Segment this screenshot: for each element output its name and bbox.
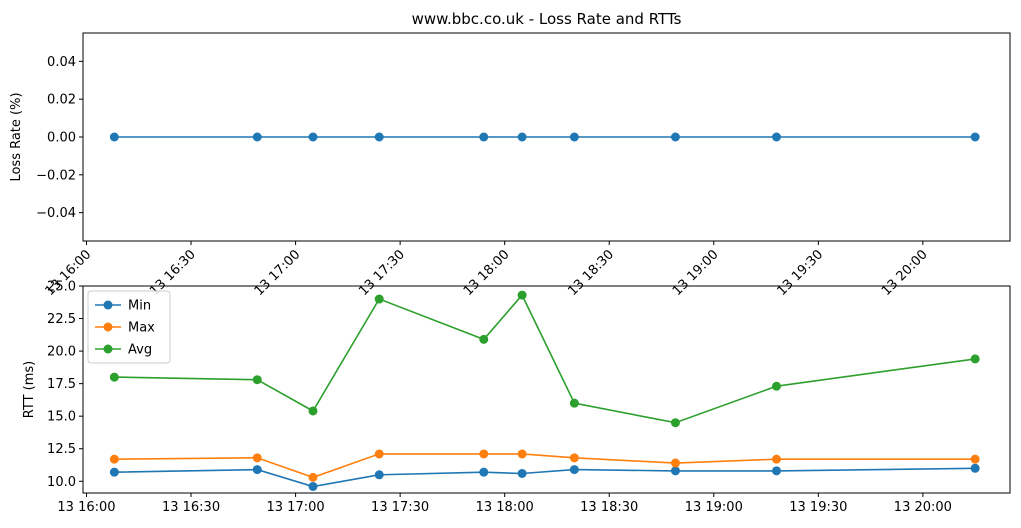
y-axis-label: Loss Rate (%): [9, 92, 24, 181]
data-point: [109, 467, 119, 477]
legend-marker: [103, 344, 113, 354]
data-point: [970, 132, 980, 142]
data-point: [479, 334, 489, 344]
y-axis-label: RTT (ms): [22, 361, 37, 418]
legend-entry-avg: Avg: [95, 343, 152, 358]
data-point: [569, 453, 579, 463]
data-point: [252, 453, 262, 463]
data-point: [970, 354, 980, 364]
data-point: [308, 132, 318, 142]
subplot-loss-rate: www.bbc.co.uk - Loss Rate and RTTs Loss R…: [9, 10, 1011, 299]
data-point: [670, 466, 680, 476]
x-tick-label: 13 17:00: [252, 247, 304, 299]
data-point: [670, 132, 680, 142]
data-point: [772, 381, 782, 391]
data-point: [109, 132, 119, 142]
y-tick-label: 0.00: [47, 131, 76, 146]
data-point: [569, 465, 579, 475]
x-tick-label: 13 18:00: [461, 247, 513, 299]
y-tick-label: −0.04: [36, 206, 76, 221]
y-tick-label: 0.02: [47, 93, 76, 108]
y-tick-label: −0.02: [36, 168, 76, 183]
legend-marker: [103, 300, 113, 310]
data-point: [569, 398, 579, 408]
x-tick-label: 13 19:00: [670, 247, 722, 299]
series-line-min: [114, 467, 976, 488]
data-point: [670, 418, 680, 428]
legend-entry-min: Min: [95, 299, 151, 314]
data-point: [479, 467, 489, 477]
data-point: [517, 468, 527, 478]
x-tick-label: 13 17:30: [371, 500, 429, 515]
x-tick-label: 13 19:30: [774, 247, 826, 299]
series-max: [109, 449, 980, 482]
data-point: [308, 481, 318, 491]
y-tick-label: 25.0: [47, 280, 76, 295]
data-point: [517, 449, 527, 459]
data-point: [970, 454, 980, 464]
x-tick-label: 13 18:30: [580, 500, 638, 515]
subplot-rtt: RTT (ms) 25.0 22.5 20.0 17.5 15.0 12.5 10.0 13 1…: [22, 280, 1011, 515]
series-loss-rate: [109, 132, 980, 142]
data-point: [772, 132, 782, 142]
data-point: [970, 463, 980, 473]
data-point: [374, 294, 384, 304]
data-point: [308, 406, 318, 416]
data-point: [252, 465, 262, 475]
data-point: [374, 132, 384, 142]
series-line-max: [114, 453, 976, 479]
data-point: [479, 132, 489, 142]
x-tick-label: 13 18:00: [476, 500, 534, 515]
data-point: [252, 132, 262, 142]
data-point: [374, 470, 384, 480]
x-tick-label: 13 19:30: [789, 500, 847, 515]
data-point: [252, 375, 262, 385]
legend-entry-max: Max: [95, 321, 155, 336]
data-point: [374, 449, 384, 459]
y-tick-label: 10.0: [47, 475, 76, 490]
chart-title: www.bbc.co.uk - Loss Rate and RTTs: [412, 10, 682, 28]
x-tick-label: 13 17:00: [267, 500, 325, 515]
series-line-avg: [114, 293, 976, 424]
x-tick-label: 13 20:00: [894, 500, 952, 515]
y-tick-label: 17.5: [47, 377, 76, 392]
legend: Min Max Avg: [87, 290, 171, 364]
axes-frame: [82, 285, 1011, 494]
legend-label: Max: [128, 321, 155, 336]
data-point: [517, 290, 527, 300]
y-tick-label: 22.5: [47, 312, 76, 327]
legend-marker: [103, 322, 113, 332]
y-tick-label: 15.0: [47, 410, 76, 425]
y-tick-label: 12.5: [47, 442, 76, 457]
data-point: [308, 472, 318, 482]
data-point: [670, 458, 680, 468]
x-tick-label: 13 17:30: [356, 247, 408, 299]
data-point: [772, 466, 782, 476]
data-point: [109, 372, 119, 382]
data-point: [109, 454, 119, 464]
x-tick-label: 13 19:00: [685, 500, 743, 515]
x-tick-label: 13 18:30: [565, 247, 617, 299]
legend-label: Min: [128, 299, 151, 314]
y-tick-label: 20.0: [47, 345, 76, 360]
data-point: [479, 449, 489, 459]
data-point: [517, 132, 527, 142]
legend-label: Avg: [128, 343, 152, 358]
series-min: [109, 463, 980, 491]
y-tick-label: 0.04: [47, 55, 76, 70]
x-tick-label: 13 20:00: [879, 247, 931, 299]
series-avg: [109, 290, 980, 428]
data-point: [772, 454, 782, 464]
x-tick-label: 13 16:00: [57, 500, 115, 515]
x-tick-label: 13 16:30: [162, 500, 220, 515]
data-point: [569, 132, 579, 142]
